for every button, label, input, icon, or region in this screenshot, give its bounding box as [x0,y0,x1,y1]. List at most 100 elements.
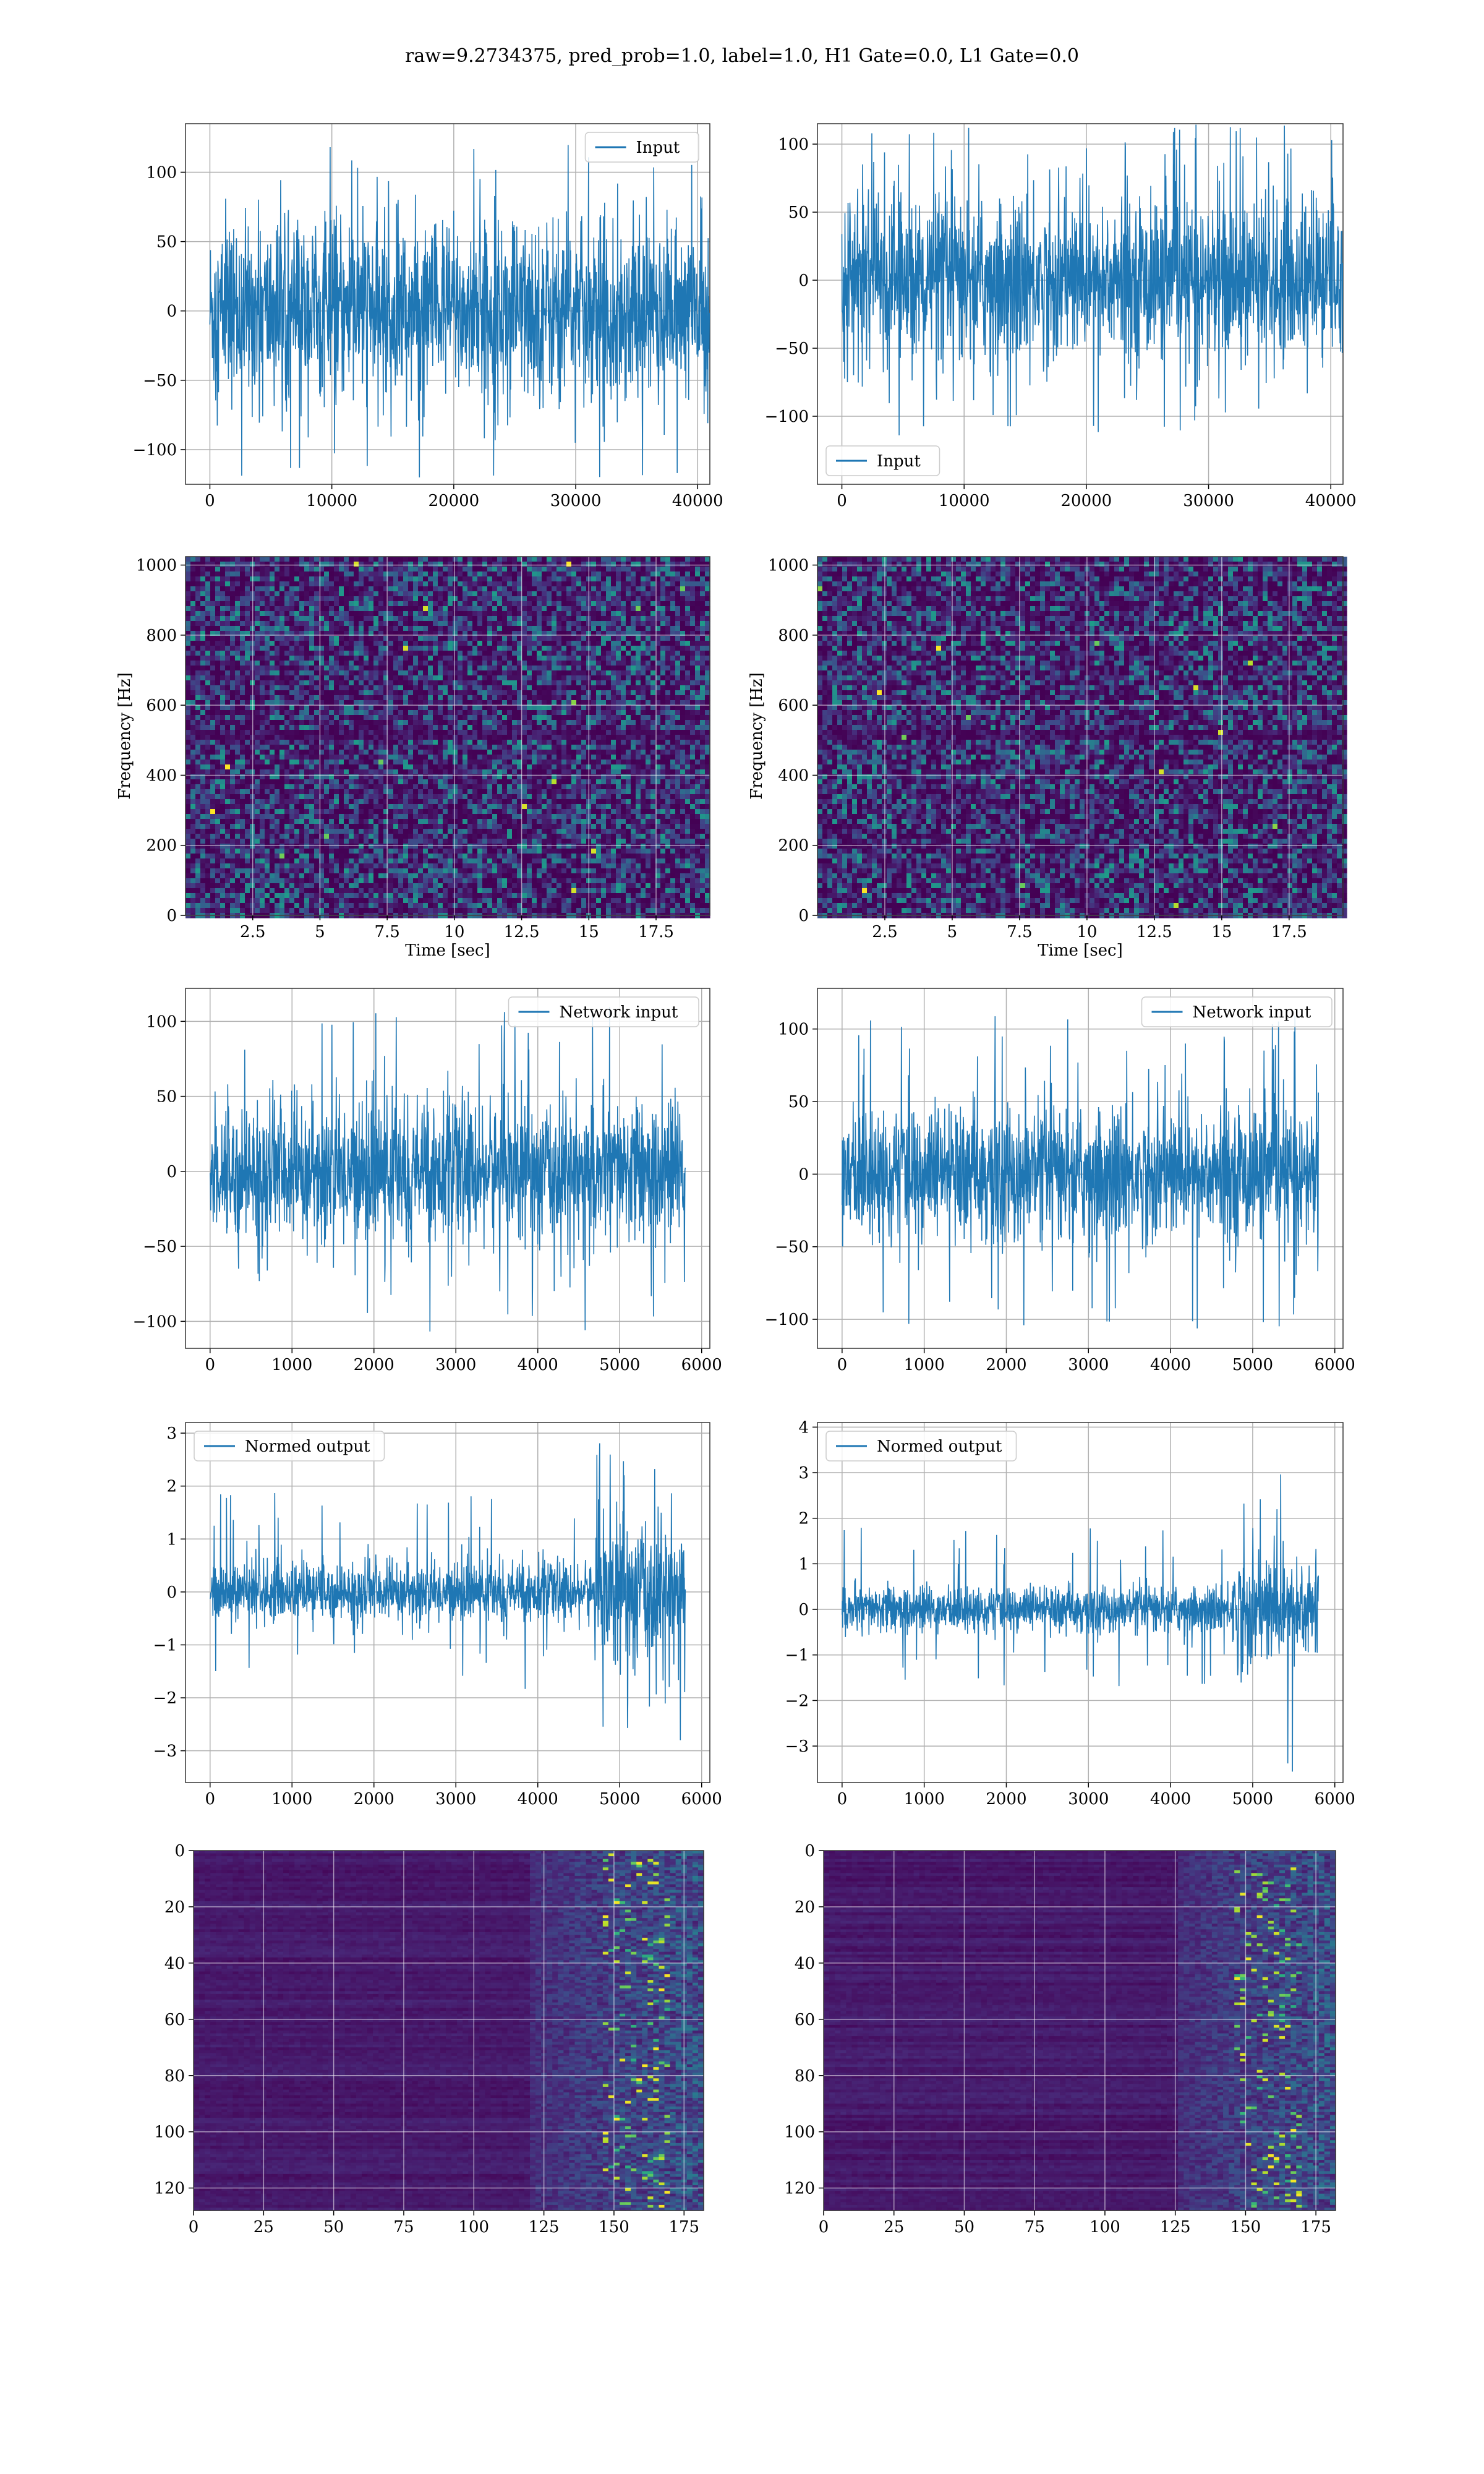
heatmap-cell [665,591,671,597]
heatmap-cell [235,611,241,617]
heatmap-cell [225,685,231,691]
heatmap-cell [453,661,458,666]
heatmap-cell [195,626,201,631]
heatmap-cell [641,680,646,686]
heatmap-cell [215,621,221,627]
heatmap-cell [403,571,409,577]
heatmap-cell [571,557,577,562]
heatmap-cell [334,695,339,701]
heatmap-cell [284,666,290,671]
heatmap-cell [453,576,458,582]
heatmap-cell [388,557,394,562]
heatmap-cell [265,670,270,676]
heatmap-cell [334,616,339,622]
heatmap-cell [225,675,231,681]
heatmap-cell [413,606,419,612]
heatmap-cell [448,646,453,651]
heatmap-cell [601,601,607,607]
heatmap-cell [220,705,226,711]
heatmap-cell [660,641,666,646]
heatmap-cell [497,720,503,726]
heatmap-cell [408,705,414,711]
heatmap-cell [230,557,236,562]
heatmap-cell [309,581,315,587]
heatmap-cell [665,700,671,706]
heatmap-cell [398,675,404,681]
heatmap-cell [388,621,394,627]
heatmap-cell [660,675,666,681]
heatmap-cell [220,576,226,582]
heatmap-cell [265,621,270,627]
heatmap-cell [433,562,438,567]
heatmap-cell [646,646,651,651]
heatmap-cell [265,685,270,691]
heatmap-cell [571,562,577,567]
heatmap-cell [260,646,265,651]
heatmap-cell [443,606,448,612]
heatmap-cell [433,616,438,622]
heatmap-cell [329,666,335,671]
heatmap-cell [408,661,414,666]
heatmap-cell [665,621,671,627]
heatmap-cell [601,626,607,631]
heatmap-cell [631,606,636,612]
heatmap-cell [433,661,438,666]
heatmap-cell [636,710,641,716]
heatmap-cell [502,690,508,696]
heatmap-cell [670,690,676,696]
heatmap-cell [309,695,315,701]
heatmap-cell [299,616,305,622]
heatmap-cell [403,626,409,631]
heatmap-cell [512,700,518,706]
heatmap-cell [190,680,196,686]
heatmap-cell [275,586,280,592]
heatmap-cell [260,641,265,646]
heatmap-cell [601,710,607,716]
heatmap-cell [611,571,616,577]
heatmap-cell [200,715,206,721]
heatmap-cell [542,586,547,592]
heatmap-cell [646,666,651,671]
heatmap-cell [566,562,572,567]
heatmap-cell [294,641,300,646]
heatmap-cell [275,661,280,666]
heatmap-cell [354,611,359,617]
heatmap-cell [611,651,616,656]
heatmap-cell [522,596,527,602]
heatmap-cell [200,601,206,607]
heatmap-cell [220,606,226,612]
heatmap-cell [334,725,339,730]
heatmap-cell [215,581,221,587]
heatmap-cell [245,656,250,661]
heatmap-cell [636,670,641,676]
heatmap-cell [190,705,196,711]
heatmap-cell [641,596,646,602]
heatmap-cell [373,606,379,612]
heatmap-cell [443,675,448,681]
heatmap-cell [235,720,241,726]
heatmap-cell [616,646,621,651]
heatmap-cell [408,606,414,612]
heatmap-cell [646,591,651,597]
heatmap-cell [670,715,676,721]
heatmap-cell [413,646,419,651]
heatmap-cell [220,641,226,646]
heatmap-cell [646,616,651,622]
heatmap-cell [413,562,419,567]
heatmap-cell [547,715,552,721]
heatmap-cell [334,641,339,646]
heatmap-cell [240,656,245,661]
heatmap-cell [378,695,384,701]
heatmap-cell [413,705,419,711]
heatmap-cell [477,611,483,617]
heatmap-cell [700,591,706,597]
heatmap-cell [230,646,236,651]
heatmap-cell [378,562,384,567]
heatmap-cell [339,715,344,721]
heatmap-cell [552,710,557,716]
heatmap-cell [230,661,236,666]
heatmap-cell [265,656,270,661]
heatmap-cell [443,705,448,711]
heatmap-cell [601,611,607,617]
heatmap-cell [547,656,552,661]
